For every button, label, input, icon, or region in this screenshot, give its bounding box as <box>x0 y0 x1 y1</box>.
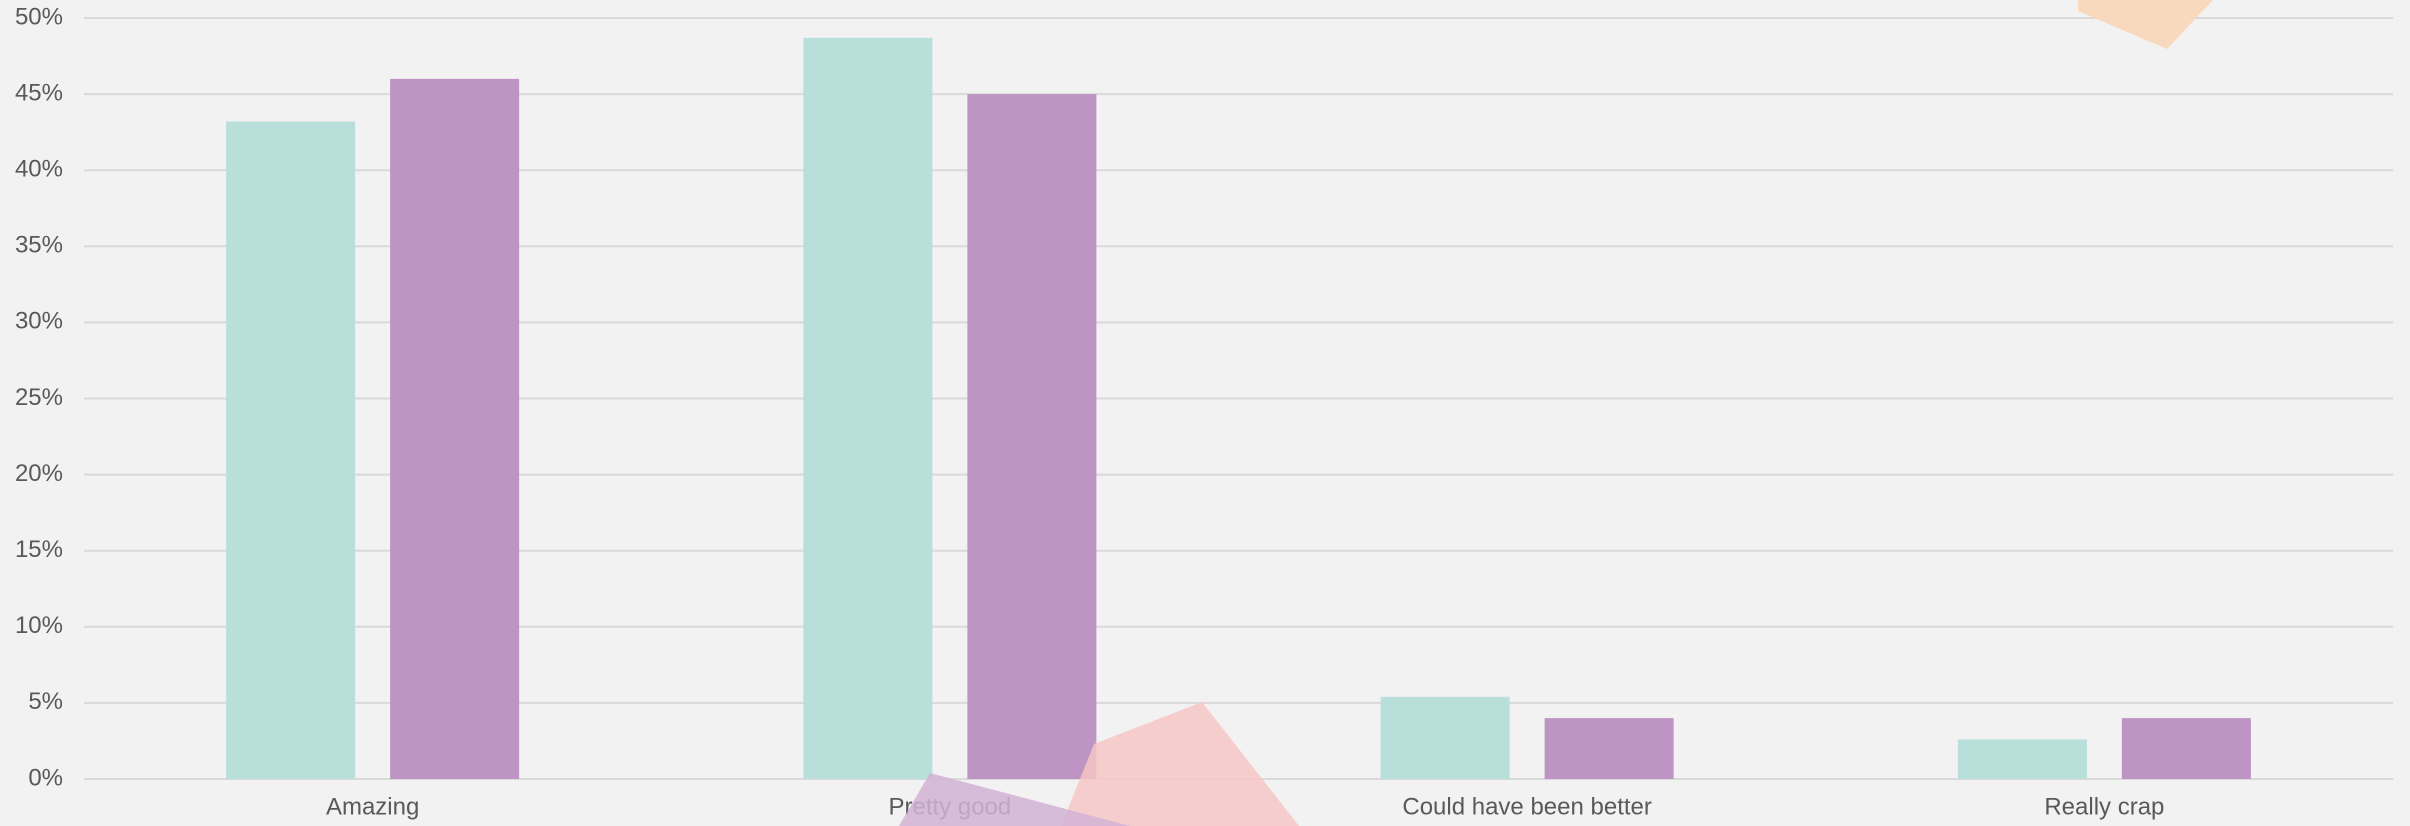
y-tick-label: 50% <box>15 3 63 30</box>
y-tick-label: 45% <box>15 79 63 106</box>
decor-shape <box>899 773 1130 826</box>
y-tick-label: 40% <box>15 156 63 183</box>
bar <box>226 121 356 780</box>
decoration <box>899 0 2213 826</box>
y-tick-label: 5% <box>28 688 63 715</box>
decor-shape <box>2078 0 2213 49</box>
bar <box>390 78 520 779</box>
x-tick-label: Really crap <box>2044 793 2164 820</box>
x-tick-label: Amazing <box>326 793 419 820</box>
y-tick-label: 15% <box>15 536 63 563</box>
y-tick-label: 35% <box>15 232 63 259</box>
decor-shape <box>1061 702 1299 826</box>
bar <box>1544 718 1674 779</box>
y-tick-label: 20% <box>15 460 63 487</box>
bar <box>1380 696 1510 779</box>
y-tick-label: 30% <box>15 308 63 335</box>
y-tick-label: 10% <box>15 612 63 639</box>
plot-area: 0%5%10%15%20%25%30%35%40%45%50%AmazingPr… <box>15 3 2393 820</box>
bar <box>2121 718 2251 779</box>
x-tick-label: Could have been better <box>1402 793 1652 820</box>
bar <box>967 94 1097 780</box>
y-tick-label: 0% <box>28 764 63 791</box>
y-tick-label: 25% <box>15 384 63 411</box>
bar <box>803 37 933 779</box>
bar <box>1957 739 2087 779</box>
